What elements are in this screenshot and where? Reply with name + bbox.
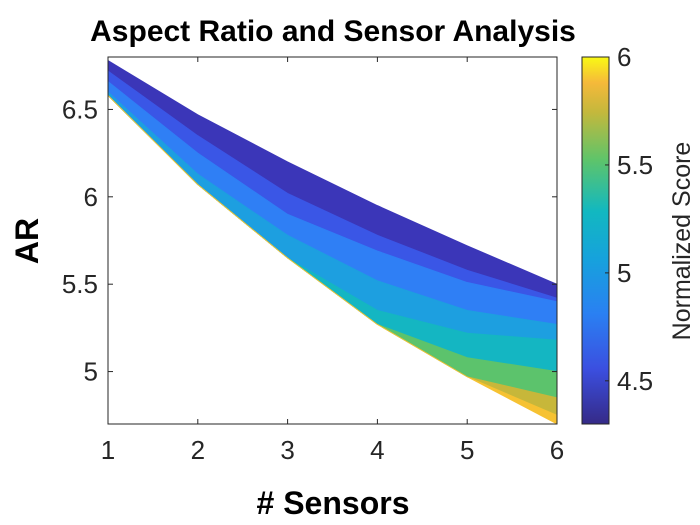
colorbar-tick-label: 5 bbox=[617, 258, 631, 288]
y-tick-label: 5.5 bbox=[62, 269, 98, 299]
plot-area: 1 2 3 4 5 6 5 5.5 6 6.5 bbox=[62, 56, 564, 465]
y-tick-label: 6.5 bbox=[62, 94, 98, 124]
y-axis-ticks: 5 5.5 6 6.5 bbox=[62, 94, 557, 387]
colorbar-tick-label: 5.5 bbox=[617, 150, 653, 180]
x-tick-label: 5 bbox=[460, 435, 474, 465]
x-tick-label: 2 bbox=[191, 435, 205, 465]
x-tick-label: 6 bbox=[550, 435, 564, 465]
colorbar-tick-label: 4.5 bbox=[617, 366, 653, 396]
colorbar: 4.5 5 5.5 6 bbox=[581, 42, 653, 425]
plot-frame bbox=[107, 56, 558, 425]
x-tick-label: 3 bbox=[280, 435, 294, 465]
colorbar-ticks: 4.5 5 5.5 6 bbox=[605, 42, 653, 396]
colorbar-label: Normalized Score bbox=[668, 142, 696, 341]
chart-title: Aspect Ratio and Sensor Analysis bbox=[90, 15, 576, 48]
colorbar-tick-label: 6 bbox=[617, 42, 631, 72]
y-tick-label: 5 bbox=[84, 357, 98, 387]
x-axis-label: # Sensors bbox=[257, 485, 410, 521]
x-axis-ticks: 1 2 3 4 5 6 bbox=[101, 57, 564, 465]
x-tick-label: 4 bbox=[370, 435, 384, 465]
colorbar-gradient bbox=[581, 56, 610, 425]
y-tick-label: 6 bbox=[84, 182, 98, 212]
x-tick-label: 1 bbox=[101, 435, 115, 465]
y-axis-label: AR bbox=[9, 218, 45, 264]
